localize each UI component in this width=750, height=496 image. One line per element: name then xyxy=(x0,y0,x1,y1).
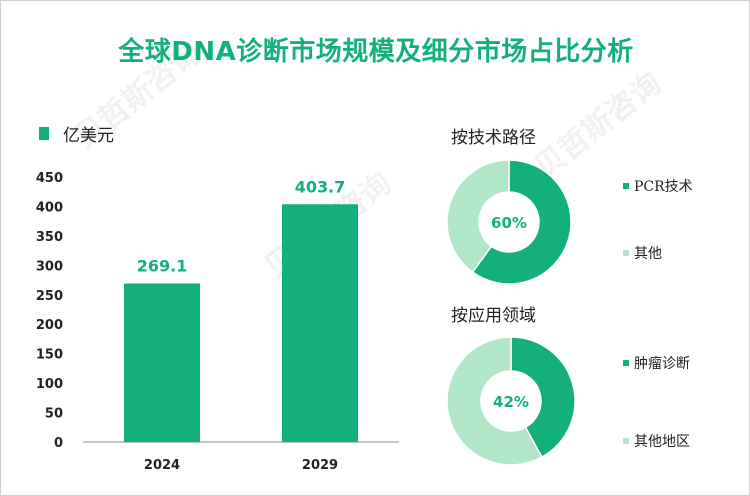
y-tick-label: 100 xyxy=(36,377,63,392)
bar-legend: 亿美元 xyxy=(39,121,114,146)
pie2-legend-item: 其他地区 xyxy=(623,431,690,451)
legend-label: 亿美元 xyxy=(63,126,114,146)
bar-value-label: 269.1 xyxy=(137,257,188,276)
y-tick-label: 300 xyxy=(36,259,63,274)
y-tick-label: 450 xyxy=(36,171,63,186)
y-tick-label: 150 xyxy=(36,348,63,363)
pie2-title: 按应用领域 xyxy=(451,306,536,326)
pie1-slice-0 xyxy=(471,159,572,285)
pie1-legend-item: 其他 xyxy=(623,243,662,263)
pie1-center-label: 60% xyxy=(491,214,527,232)
y-tick-label: 250 xyxy=(36,289,63,304)
pie2-slice-1 xyxy=(446,336,543,466)
legend-swatch xyxy=(623,250,629,256)
pie2-slice-0 xyxy=(510,336,576,459)
pie1-legend-label-0: PCR技术 xyxy=(634,179,693,195)
chart-title: 全球DNA诊断市场规模及细分市场占比分析 xyxy=(118,37,634,67)
legend-swatch xyxy=(623,438,629,444)
pie1-legend-item: PCR技术 xyxy=(623,176,693,196)
bar-2024 xyxy=(124,283,200,442)
pie2-legend-label-0: 肿瘤诊断 xyxy=(634,356,690,372)
pie1-legend-label-1: 其他 xyxy=(634,246,662,262)
y-tick-label: 200 xyxy=(36,318,63,333)
bar-value-label: 403.7 xyxy=(295,177,346,196)
pie1-title: 按技术路径 xyxy=(451,128,536,148)
y-tick-label: 400 xyxy=(36,200,63,215)
pie2-legend-label-1: 其他地区 xyxy=(634,434,690,450)
y-tick-label: 50 xyxy=(45,407,63,422)
x-tick-label: 2024 xyxy=(144,458,180,473)
legend-swatch xyxy=(623,360,629,366)
pie1-slice-1 xyxy=(446,159,510,274)
pie2-center-label: 42% xyxy=(493,393,529,411)
pie2-legend-item: 肿瘤诊断 xyxy=(623,353,690,373)
x-tick-label: 2029 xyxy=(302,458,338,473)
y-tick-label: 0 xyxy=(54,436,63,451)
legend-swatch xyxy=(623,183,629,189)
bar-2029 xyxy=(282,204,358,442)
y-tick-label: 350 xyxy=(36,230,63,245)
legend-swatch xyxy=(39,127,49,140)
